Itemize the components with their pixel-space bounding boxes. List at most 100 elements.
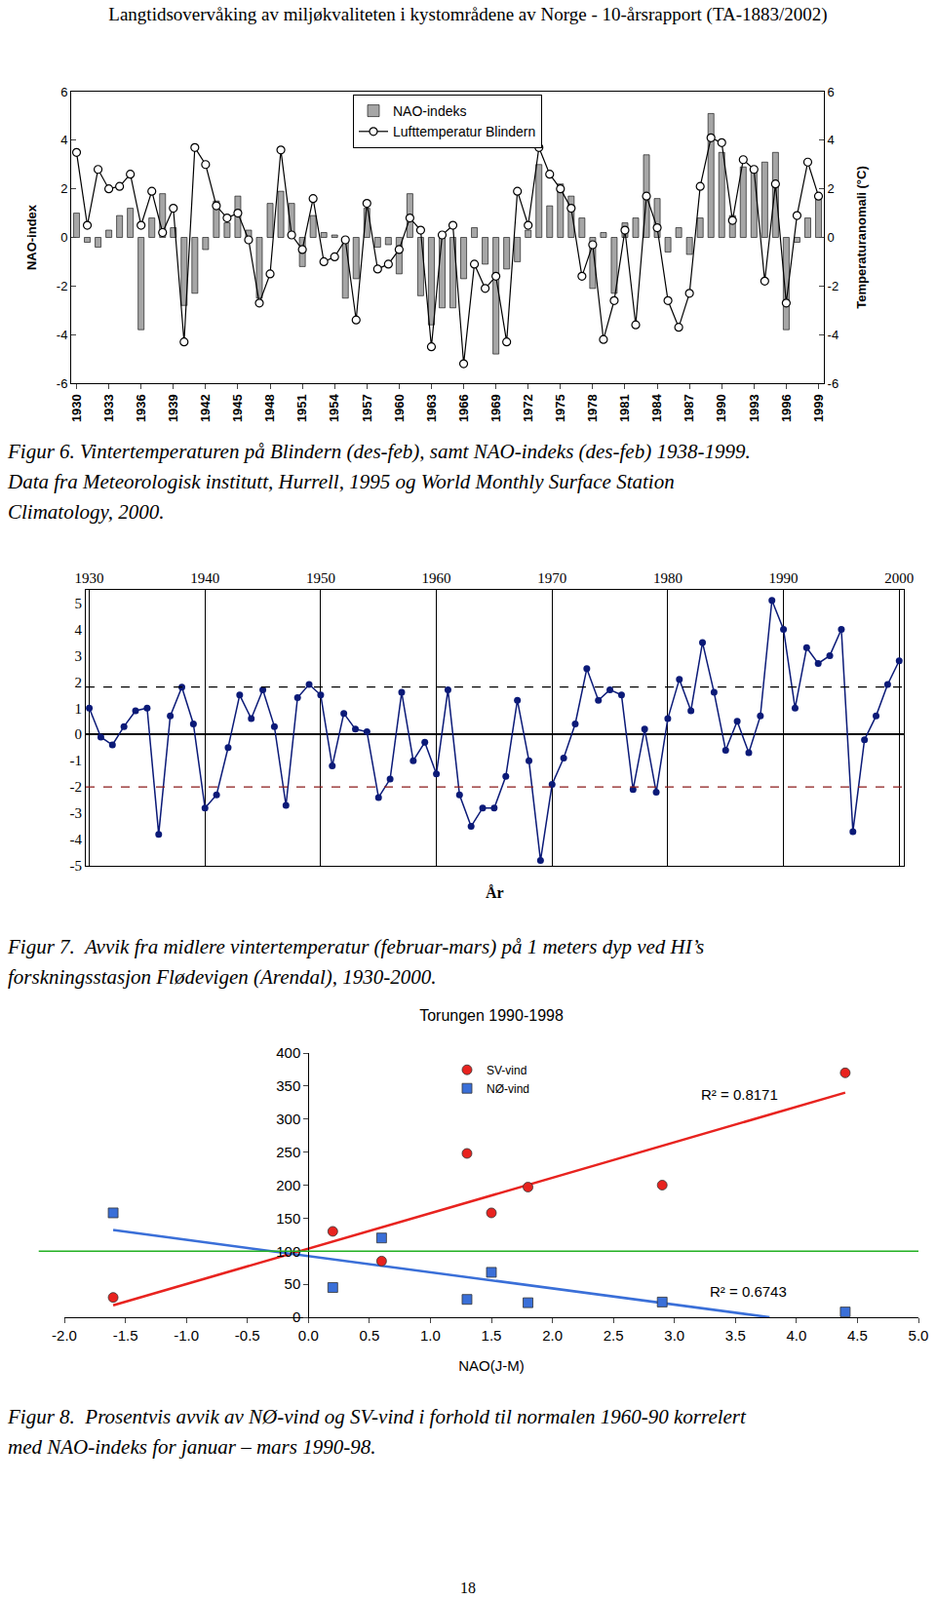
svg-text:1981: 1981: [617, 393, 632, 423]
svg-text:4.0: 4.0: [785, 1326, 807, 1344]
svg-text:1939: 1939: [165, 393, 181, 423]
svg-text:1987: 1987: [681, 393, 697, 423]
svg-text:1960: 1960: [422, 570, 452, 586]
svg-text:1.0: 1.0: [420, 1326, 441, 1344]
svg-text:-1: -1: [70, 752, 83, 769]
svg-text:0: 0: [75, 726, 83, 742]
svg-text:-2: -2: [70, 779, 83, 795]
svg-text:1963: 1963: [424, 393, 439, 423]
svg-text:200: 200: [275, 1176, 301, 1194]
svg-text:50: 50: [284, 1275, 302, 1292]
svg-text:1999: 1999: [811, 393, 826, 423]
html-text:Climatology, 2000.: Climatology, 2000.: [7, 500, 165, 524]
svg-text:1957: 1957: [359, 393, 375, 423]
svg-text:1960: 1960: [391, 393, 407, 423]
svg-text:1990: 1990: [769, 570, 799, 586]
svg-text:350: 350: [275, 1077, 301, 1094]
svg-text:0: 0: [827, 230, 835, 245]
svg-text:0.0: 0.0: [298, 1326, 319, 1344]
svg-text:2: 2: [60, 181, 68, 196]
svg-text:300: 300: [275, 1110, 301, 1128]
svg-text:1933: 1933: [101, 393, 117, 423]
svg-text:-6: -6: [827, 376, 840, 391]
html-text:Langtidsovervåking av miljøkva: Langtidsovervåking av miljøkvaliteten i …: [108, 3, 828, 25]
svg-text:2.0: 2.0: [542, 1326, 563, 1344]
svg-text:-4: -4: [827, 327, 840, 343]
svg-text:1936: 1936: [133, 393, 149, 423]
svg-text:1969: 1969: [488, 393, 504, 423]
svg-text:NAO-index: NAO-index: [24, 203, 39, 271]
svg-text:1930: 1930: [69, 393, 84, 423]
html-text:Data fra Meteorologisk institu: Data fra Meteorologisk institutt, Hurrel…: [7, 469, 675, 494]
svg-text:1993: 1993: [746, 393, 762, 423]
svg-text:SV-vind: SV-vind: [486, 1063, 527, 1078]
svg-text:1970: 1970: [537, 570, 567, 586]
svg-text:1966: 1966: [456, 393, 471, 423]
svg-text:1930: 1930: [75, 570, 105, 586]
svg-text:-6: -6: [56, 376, 69, 391]
html-text:med NAO-indeks for januar – ma: med NAO-indeks for januar – mars 1990-98…: [7, 1435, 376, 1459]
svg-text:3.0: 3.0: [663, 1326, 685, 1344]
svg-text:1996: 1996: [779, 393, 794, 423]
svg-text:-2: -2: [56, 278, 69, 294]
svg-text:400: 400: [275, 1044, 301, 1061]
svg-text:1950: 1950: [306, 570, 336, 586]
svg-text:4.5: 4.5: [847, 1326, 868, 1344]
svg-text:0: 0: [60, 230, 68, 245]
svg-text:2000: 2000: [884, 570, 914, 586]
svg-text:1.5: 1.5: [481, 1326, 503, 1344]
svg-text:1984: 1984: [649, 392, 664, 423]
svg-text:R² = 0.8171: R² = 0.8171: [701, 1086, 779, 1103]
svg-text:R² = 0.6743: R² = 0.6743: [709, 1283, 787, 1300]
svg-text:NAO-indeks: NAO-indeks: [392, 103, 467, 119]
svg-text:6: 6: [827, 84, 835, 100]
svg-text:Torungen 1990-1998: Torungen 1990-1998: [419, 1007, 564, 1024]
svg-text:5: 5: [75, 595, 83, 612]
svg-text:1972: 1972: [520, 393, 536, 423]
svg-text:5.0: 5.0: [908, 1326, 930, 1344]
svg-text:-4: -4: [70, 831, 83, 848]
svg-text:0: 0: [292, 1308, 301, 1326]
svg-text:NØ-vind: NØ-vind: [486, 1082, 530, 1096]
svg-text:2: 2: [827, 181, 835, 196]
svg-text:100: 100: [275, 1243, 301, 1260]
svg-text:-1.0: -1.0: [173, 1326, 199, 1344]
html-text:forskningsstasjon Flødevigen (: forskningsstasjon Flødevigen (Arendal), …: [7, 965, 437, 989]
html-text:Figur 6. Vintertemperaturen på: Figur 6. Vintertemperaturen på Blindern …: [7, 439, 751, 464]
svg-text:2: 2: [75, 674, 83, 691]
svg-text:-0.5: -0.5: [234, 1326, 261, 1344]
svg-text:4: 4: [75, 622, 83, 638]
svg-text:Temperaturanomali (°C): Temperaturanomali (°C): [854, 165, 869, 310]
svg-text:1945: 1945: [230, 393, 245, 423]
svg-text:1975: 1975: [552, 393, 568, 423]
svg-text:4: 4: [60, 132, 68, 148]
svg-text:4: 4: [827, 132, 835, 148]
svg-text:NAO(J-M): NAO(J-M): [458, 1357, 525, 1374]
html-text:Figur 7. Avvik fra midlere vin: Figur 7. Avvik fra midlere vintertempera…: [7, 935, 705, 959]
svg-text:1980: 1980: [653, 570, 683, 586]
svg-text:1954: 1954: [326, 392, 342, 423]
svg-text:1951: 1951: [294, 393, 310, 423]
svg-text:1942: 1942: [197, 393, 213, 423]
svg-text:6: 6: [60, 84, 68, 100]
svg-text:1948: 1948: [262, 393, 277, 423]
svg-text:-2.0: -2.0: [51, 1326, 78, 1344]
svg-text:År: År: [485, 884, 505, 901]
svg-text:-5: -5: [70, 858, 83, 874]
svg-text:-4: -4: [56, 327, 69, 343]
svg-text:1978: 1978: [585, 393, 600, 423]
svg-text:1990: 1990: [713, 393, 729, 423]
svg-text:3.5: 3.5: [725, 1326, 746, 1344]
html-text:Figur 8. Prosentvis avvik av N: Figur 8. Prosentvis avvik av NØ-vind og …: [7, 1404, 746, 1429]
svg-text:150: 150: [275, 1209, 301, 1227]
svg-text:1: 1: [75, 701, 83, 717]
svg-text:250: 250: [275, 1143, 301, 1161]
svg-text:Lufttemperatur Blindern: Lufttemperatur Blindern: [392, 123, 536, 140]
svg-text:0.5: 0.5: [358, 1326, 380, 1344]
svg-text:-1.5: -1.5: [113, 1326, 139, 1344]
svg-text:-3: -3: [70, 805, 83, 821]
svg-text:2.5: 2.5: [603, 1326, 624, 1344]
svg-text:-2: -2: [827, 278, 840, 294]
svg-text:1940: 1940: [190, 570, 220, 586]
svg-text:3: 3: [75, 648, 83, 664]
